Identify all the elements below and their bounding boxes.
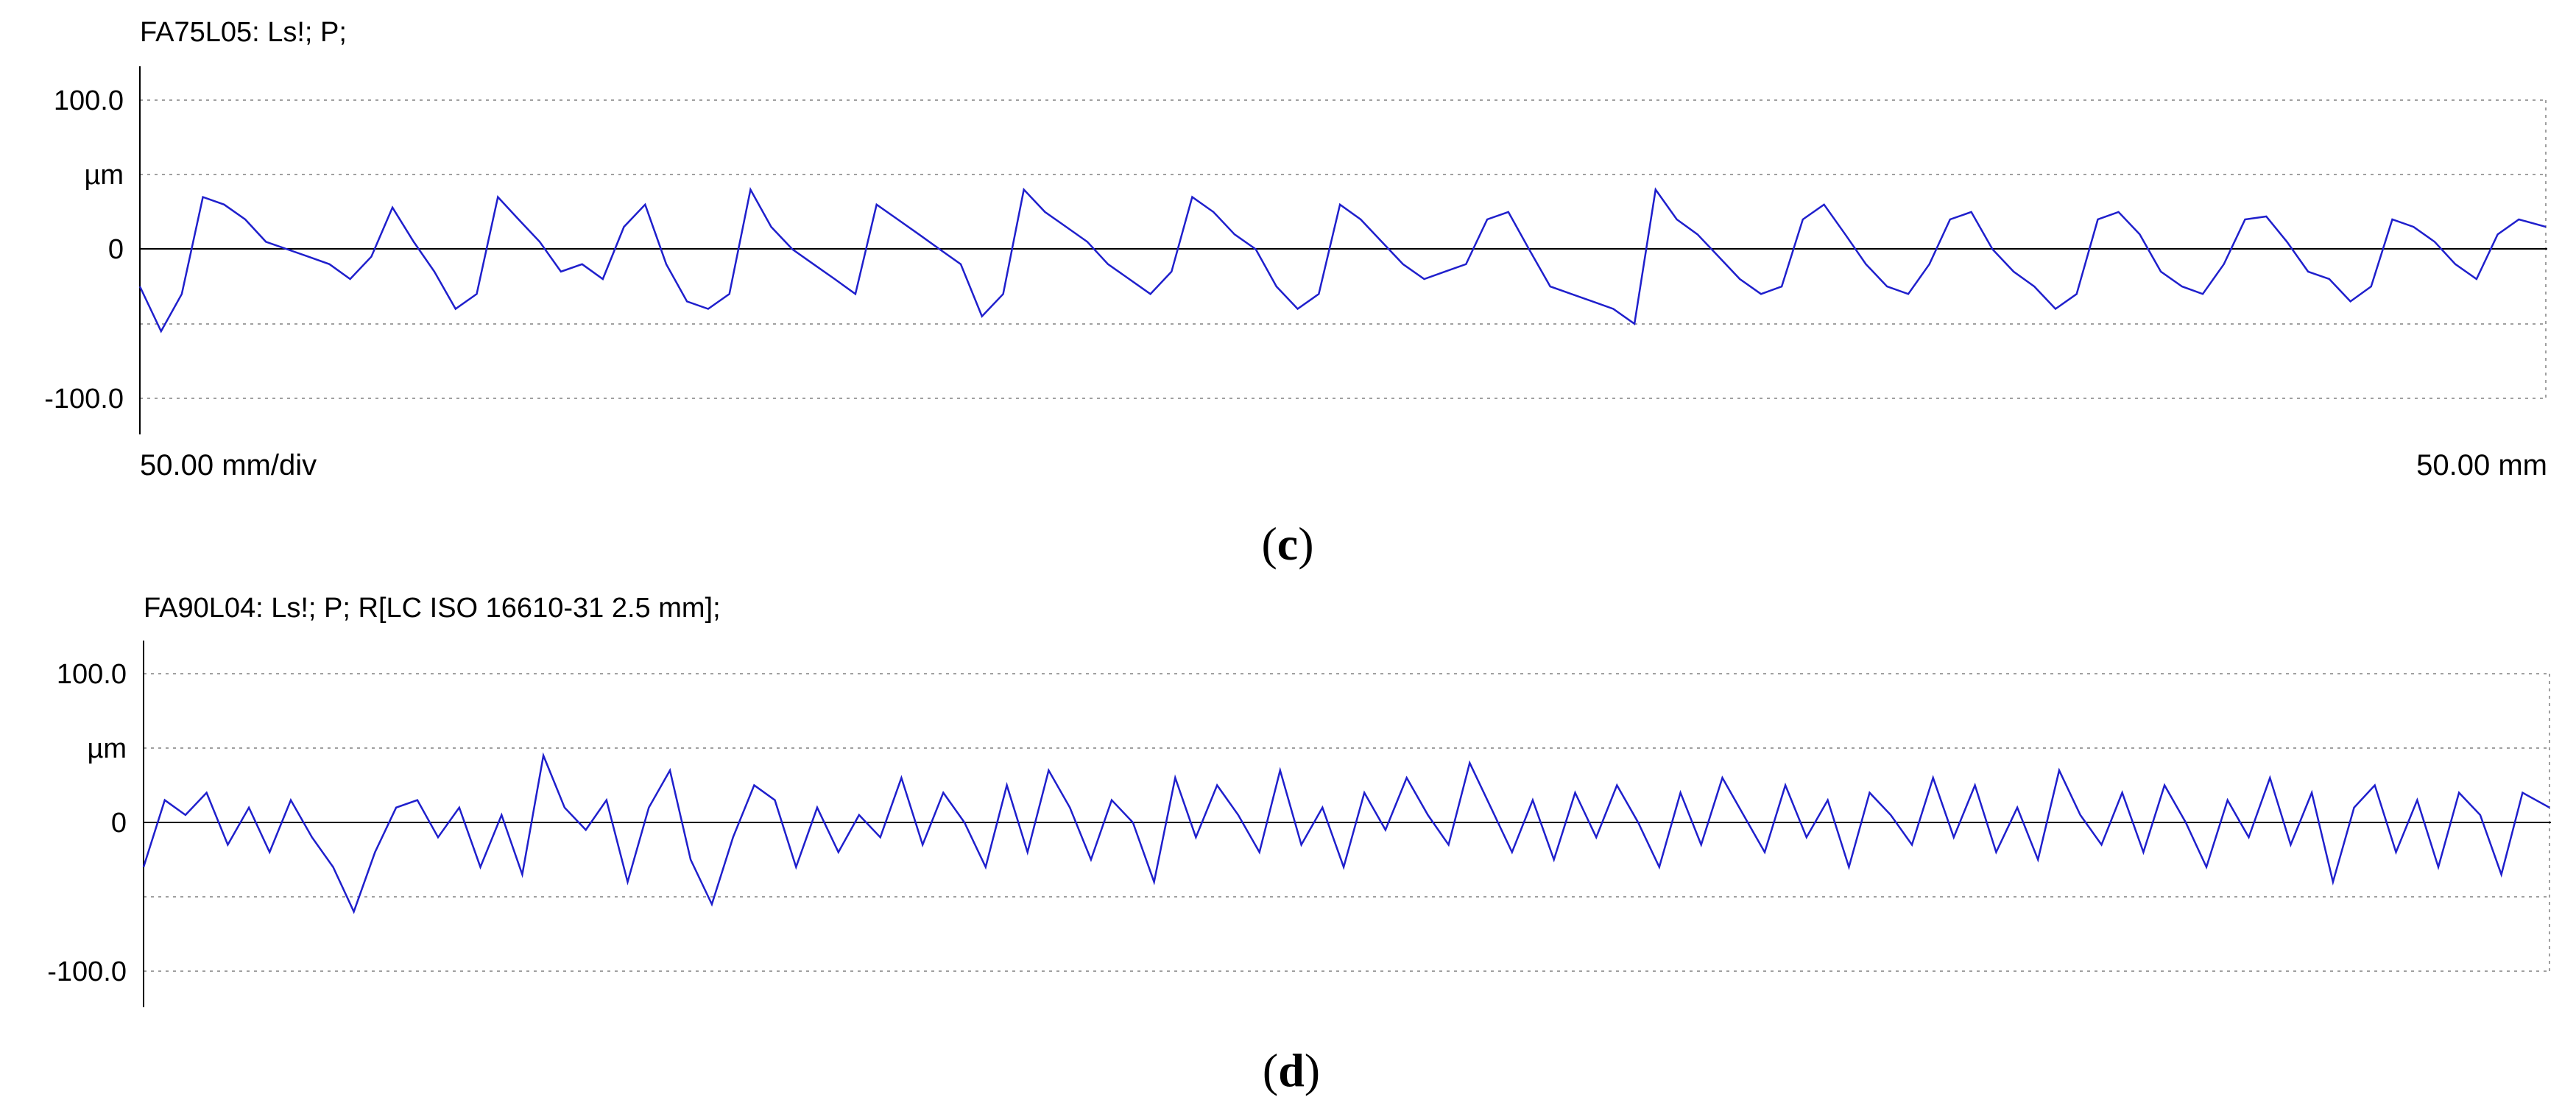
caption-d: (d) (1263, 1044, 1320, 1096)
chart-title-d: FA90L04: Ls!; P; R[LC ISO 16610-31 2.5 m… (144, 593, 721, 624)
profile-line-d (142, 752, 2550, 914)
x-label-left-c: 50.00 mm/div (140, 449, 317, 482)
y-tick-label-d-neg100: -100.0 (47, 956, 127, 987)
chart-panel-c: FA75L05: Ls!; P; 100.0 µm 0 -100.0 50.00… (44, 17, 2547, 570)
y-tick-label-c-0: 0 (108, 234, 124, 265)
y-tick-label-d-0: 0 (111, 808, 127, 839)
y-tick-label-d-unit: µm (87, 733, 127, 764)
y-tick-label-c-100: 100.0 (54, 85, 124, 116)
y-tick-label-d-100: 100.0 (57, 659, 127, 690)
y-tick-label-c-neg100: -100.0 (44, 384, 124, 415)
y-tick-label-c-unit: µm (84, 160, 124, 191)
x-label-right-c: 50.00 mm (2416, 449, 2547, 482)
chart-panel-d: FA90L04: Ls!; P; R[LC ISO 16610-31 2.5 m… (47, 593, 2551, 1096)
profile-line-c (138, 186, 2547, 334)
caption-c: (c) (1261, 518, 1313, 570)
chart-title-c: FA75L05: Ls!; P; (140, 17, 347, 48)
